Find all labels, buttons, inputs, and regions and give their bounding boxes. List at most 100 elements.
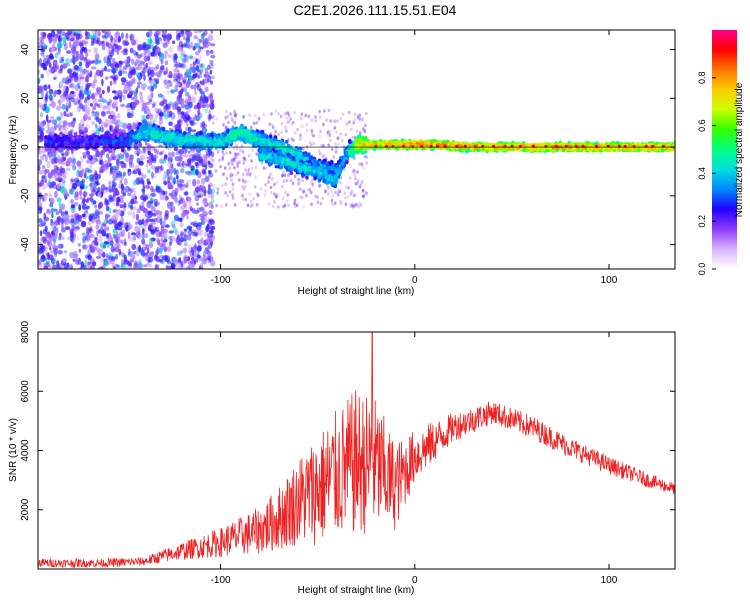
spectrogram-noise-cell [51,212,53,218]
spectrogram-noise-cell [246,173,249,177]
spectrogram-noise-cell [62,258,67,261]
spectrogram-noise-cell [137,208,141,213]
spectrogram-noise-cell [149,237,153,244]
spectrogram-noise-cell [94,237,97,241]
spectrogram-noise-cell [55,75,58,79]
spectrogram-noise-cell [53,227,56,234]
spectrogram-noise-cell [94,116,97,121]
spectrogram-noise-cell [232,182,235,186]
spectrogram-noise-cell [306,129,309,133]
spectrogram-noise-cell [336,146,339,150]
spectrogram-noise-cell [185,171,191,175]
spectrogram-noise-cell [65,150,70,156]
spectrogram-noise-cell [40,130,43,136]
spectrogram-noise-cell [183,238,187,242]
spectrogram-noise-cell [226,177,229,181]
spectrogram-noise-cell [143,197,147,202]
spectrogram-noise-cell [54,191,58,198]
spectrogram-noise-cell [57,167,60,171]
spectrogram-noise-cell [345,122,348,126]
spectrogram-noise-cell [236,165,239,169]
spectrogram-noise-cell [134,62,136,67]
spectrogram-noise-cell [185,111,189,118]
spectrogram-noise-cell [132,102,137,109]
spectrogram-noise-cell [287,203,290,207]
spectrogram-noise-cell [319,130,322,134]
spectrogram-noise-cell [264,183,267,187]
spectrogram-noise-cell [49,247,51,250]
spectrogram-noise-cell [39,224,44,228]
spectrogram-noise-cell [345,133,348,137]
spectrogram-noise-cell [75,191,79,197]
spectrogram-noise-cell [102,189,106,195]
spectrogram-noise-cell [195,43,200,49]
spectrogram-noise-cell [147,95,152,100]
spectrogram-noise-cell [151,226,155,230]
spectrogram-noise-cell [160,238,163,242]
spectrogram-noise-cell [254,176,257,180]
spectrogram-noise-cell [57,159,62,164]
spectrogram-noise-cell [131,187,136,193]
spectrogram-noise-cell [123,71,128,74]
spectrogram-noise-cell [263,166,266,170]
spectrogram-noise-cell [290,178,293,182]
spectrogram-noise-cell [183,83,187,90]
spectrogram-noise-cell [206,238,210,243]
spectrogram-noise-cell [313,142,316,146]
spectrogram-noise-cell [101,253,105,257]
spectrogram-noise-cell [131,39,136,45]
spectrogram-noise-cell [109,171,112,176]
spectrogram-noise-cell [67,157,72,163]
spectrogram-noise-cell [127,193,132,197]
spectrogram-noise-cell [152,120,155,124]
spectrogram-noise-cell [76,169,80,174]
spectrogram-noise-cell [114,196,118,201]
spectrogram-noise-cell [169,230,174,233]
spectrogram-noise-cell [94,170,97,177]
spectrogram-noise-cell [146,114,150,119]
spectrogram-noise-cell [335,131,338,135]
spectrogram-noise-cell [199,159,203,166]
spectrogram-noise-cell [47,161,51,168]
spectrogram-noise-cell [199,91,204,94]
spectrogram-noise-cell [81,47,85,52]
spectrogram-noise-cell [153,84,158,89]
spectrogram-noise-cell [66,86,69,93]
spectrogram-noise-cell [128,72,133,79]
spectrogram-noise-cell [162,255,168,260]
spectrogram-noise-cell [166,265,169,269]
spectrogram-noise-cell [233,156,236,160]
spectrogram-noise-cell [207,190,210,194]
spectrogram-noise-cell [75,216,80,220]
spectrogram-noise-cell [180,206,185,211]
spectrogram-noise-cell [62,37,66,42]
spectrogram-noise-cell [82,179,86,183]
spectrogram-noise-cell [188,197,192,203]
spectrogram-noise-cell [120,204,124,208]
spectrogram-noise-cell [362,195,365,199]
spectrogram-noise-cell [59,202,62,209]
spectrogram-noise-cell [158,259,162,262]
spectrogram-noise-cell [137,82,142,85]
spectrogram-noise-cell [163,43,168,48]
spectrogram-noise-cell [170,238,173,244]
spectrogram-noise-cell [160,218,163,225]
spectrogram-noise-cell [78,86,80,89]
spectrogram-noise-cell [156,238,160,244]
spectrogram-noise-cell [191,247,194,252]
spectrogram-noise-cell [309,190,312,194]
spectrogram-noise-cell [243,156,246,160]
spectrogram-noise-cell [147,68,151,75]
spectrogram-noise-cell [73,61,75,65]
spectrogram-noise-cell [282,197,285,201]
spectrogram-noise-cell [294,175,297,179]
spectrogram-noise-cell [123,123,127,130]
spectrogram-noise-cell [285,129,288,133]
spectrogram-noise-cell [115,254,118,260]
spectrogram-noise-cell [207,42,211,47]
spectrogram-noise-cell [121,259,124,263]
spectrogram-noise-cell [354,177,357,181]
spectrogram-noise-cell [106,111,110,115]
spectrogram-noise-cell [177,184,182,187]
